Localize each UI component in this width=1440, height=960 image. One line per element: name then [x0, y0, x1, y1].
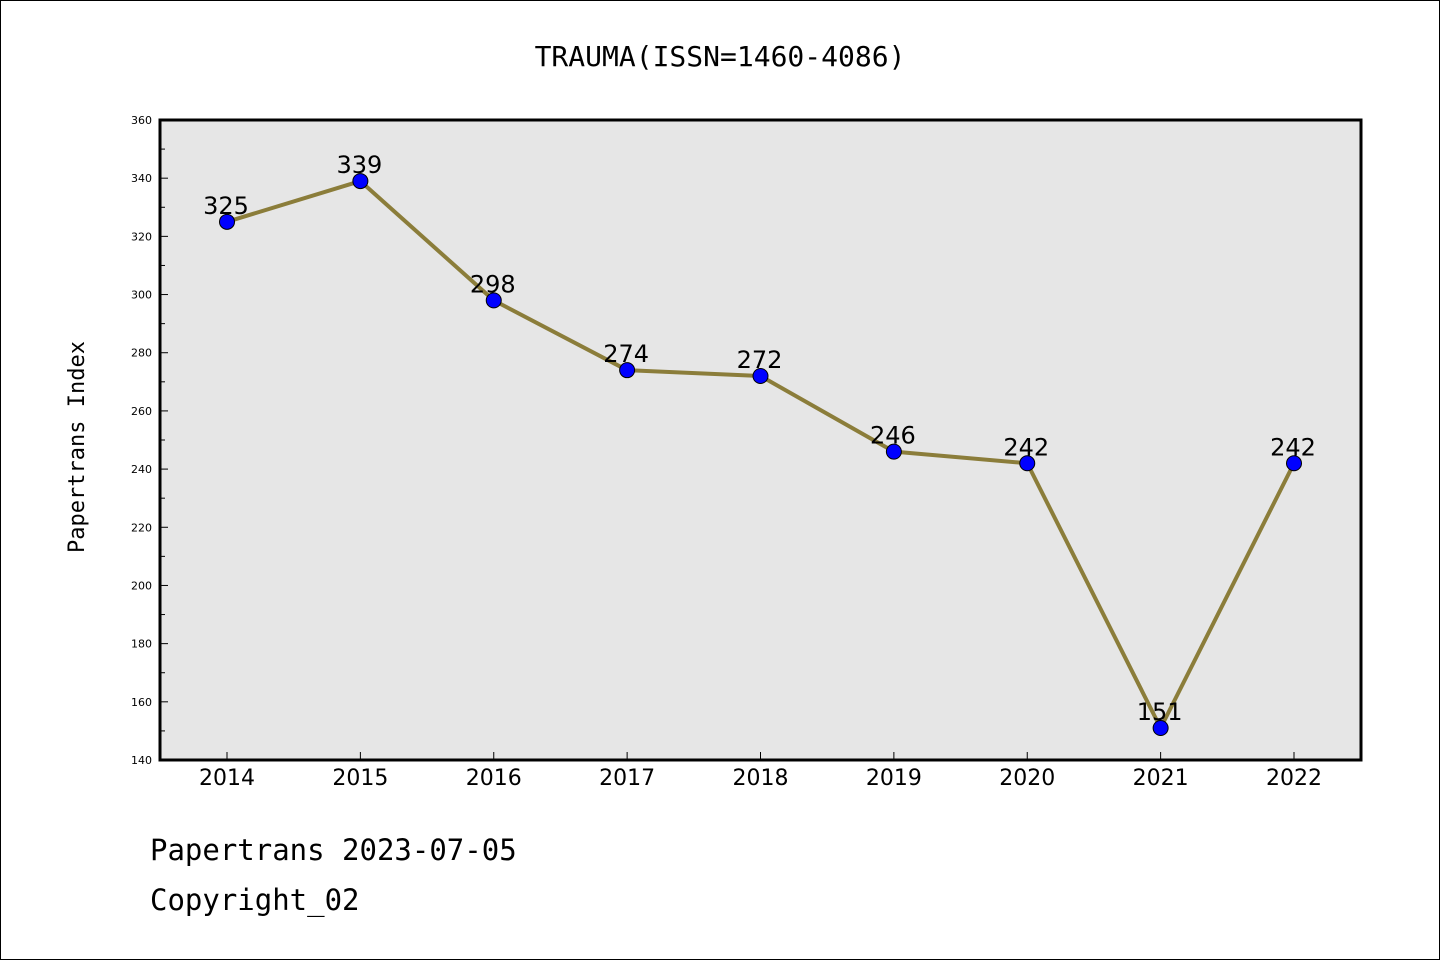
x-tick-label: 2017 — [599, 766, 655, 791]
x-tick-label: 2019 — [866, 766, 922, 791]
data-label: 246 — [870, 422, 916, 450]
data-label: 151 — [1137, 698, 1183, 726]
footer-date: Papertrans 2023-07-05 — [150, 833, 517, 867]
x-tick-label: 2020 — [999, 766, 1055, 791]
x-tick-label: 2021 — [1133, 766, 1189, 791]
data-point — [752, 368, 769, 384]
plot-area — [160, 120, 1361, 760]
y-tick-label: 240 — [131, 463, 152, 476]
x-tick-label: 2014 — [199, 766, 255, 791]
y-axis-label: Papertrans Index — [65, 341, 90, 553]
data-label: 298 — [470, 270, 516, 298]
data-label: 274 — [603, 340, 649, 368]
y-tick-label: 200 — [131, 579, 152, 592]
data-points — [219, 173, 1302, 736]
data-point — [352, 173, 369, 190]
y-tick-label: 220 — [131, 521, 152, 534]
y-tick-label: 340 — [131, 172, 152, 185]
x-tick-label: 2016 — [466, 766, 522, 791]
data-label: 242 — [1003, 433, 1049, 461]
data-label: 272 — [737, 346, 783, 374]
data-point — [885, 443, 902, 460]
y-tick-label: 160 — [131, 696, 152, 709]
y-tick-label: 320 — [131, 230, 152, 243]
x-tick-label: 2015 — [332, 766, 388, 791]
y-tick-label: 300 — [131, 289, 152, 302]
footer-copyright: Copyright_02 — [150, 883, 360, 917]
chart-title: TRAUMA(ISSN=1460-4086) — [535, 40, 906, 73]
y-tick-label: 140 — [131, 754, 152, 767]
data-point — [219, 213, 235, 230]
data-point — [619, 362, 636, 379]
y-tick-label: 280 — [131, 347, 152, 360]
y-tick-label: 360 — [131, 114, 152, 127]
x-axis: 2014 2015 2016 2017 2018 2019 2020 2021 2022 — [199, 752, 1322, 791]
data-label: 242 — [1270, 433, 1316, 461]
y-tick-label: 180 — [131, 638, 152, 651]
data-label: 339 — [336, 151, 382, 179]
data-point — [1019, 455, 1036, 472]
x-tick-label: 2018 — [733, 766, 789, 791]
data-point — [1286, 455, 1302, 472]
data-point — [485, 292, 502, 309]
data-labels: 325 339 298 274 272 246 242 151 242 — [203, 151, 1316, 726]
y-tick-label: 260 — [131, 405, 152, 418]
data-label: 325 — [203, 192, 249, 220]
x-tick-label: 2022 — [1266, 766, 1322, 791]
plot-border — [158, 118, 1363, 762]
data-point — [1152, 720, 1169, 736]
